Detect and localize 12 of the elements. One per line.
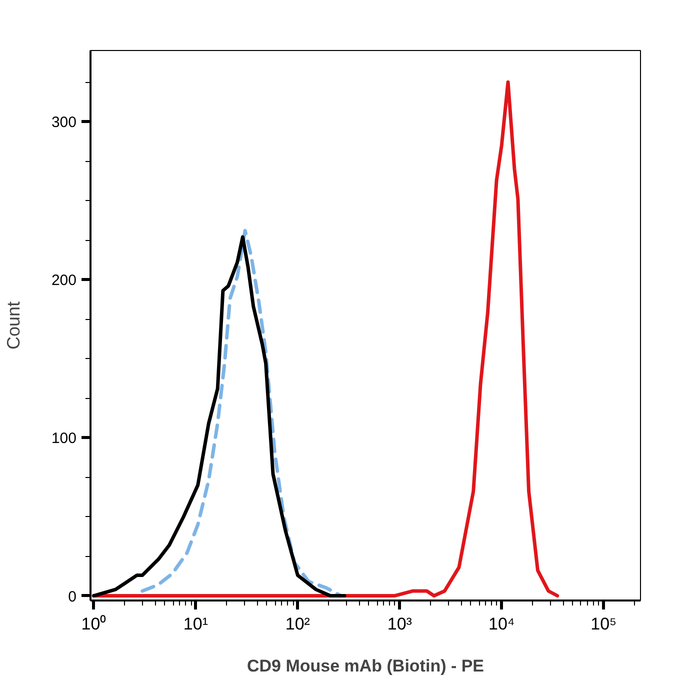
x-tick-label: 10² (285, 614, 310, 634)
y-tick-label: 200 (51, 272, 77, 290)
y-tick-label: 300 (51, 114, 77, 132)
y-axis-title: Count (3, 301, 24, 350)
y-tick-label: 100 (51, 430, 77, 448)
x-tick-label: 10⁵ (590, 614, 617, 634)
x-tick-label: 10³ (387, 614, 412, 634)
y-tick-label: 0 (68, 588, 76, 606)
x-tick-label: 10⁴ (488, 614, 515, 634)
x-tick-label: 10⁰ (81, 614, 106, 634)
x-axis-title: CD9 Mouse mAb (Biotin) - PE (246, 656, 484, 676)
x-tick-label: 10¹ (183, 614, 208, 634)
